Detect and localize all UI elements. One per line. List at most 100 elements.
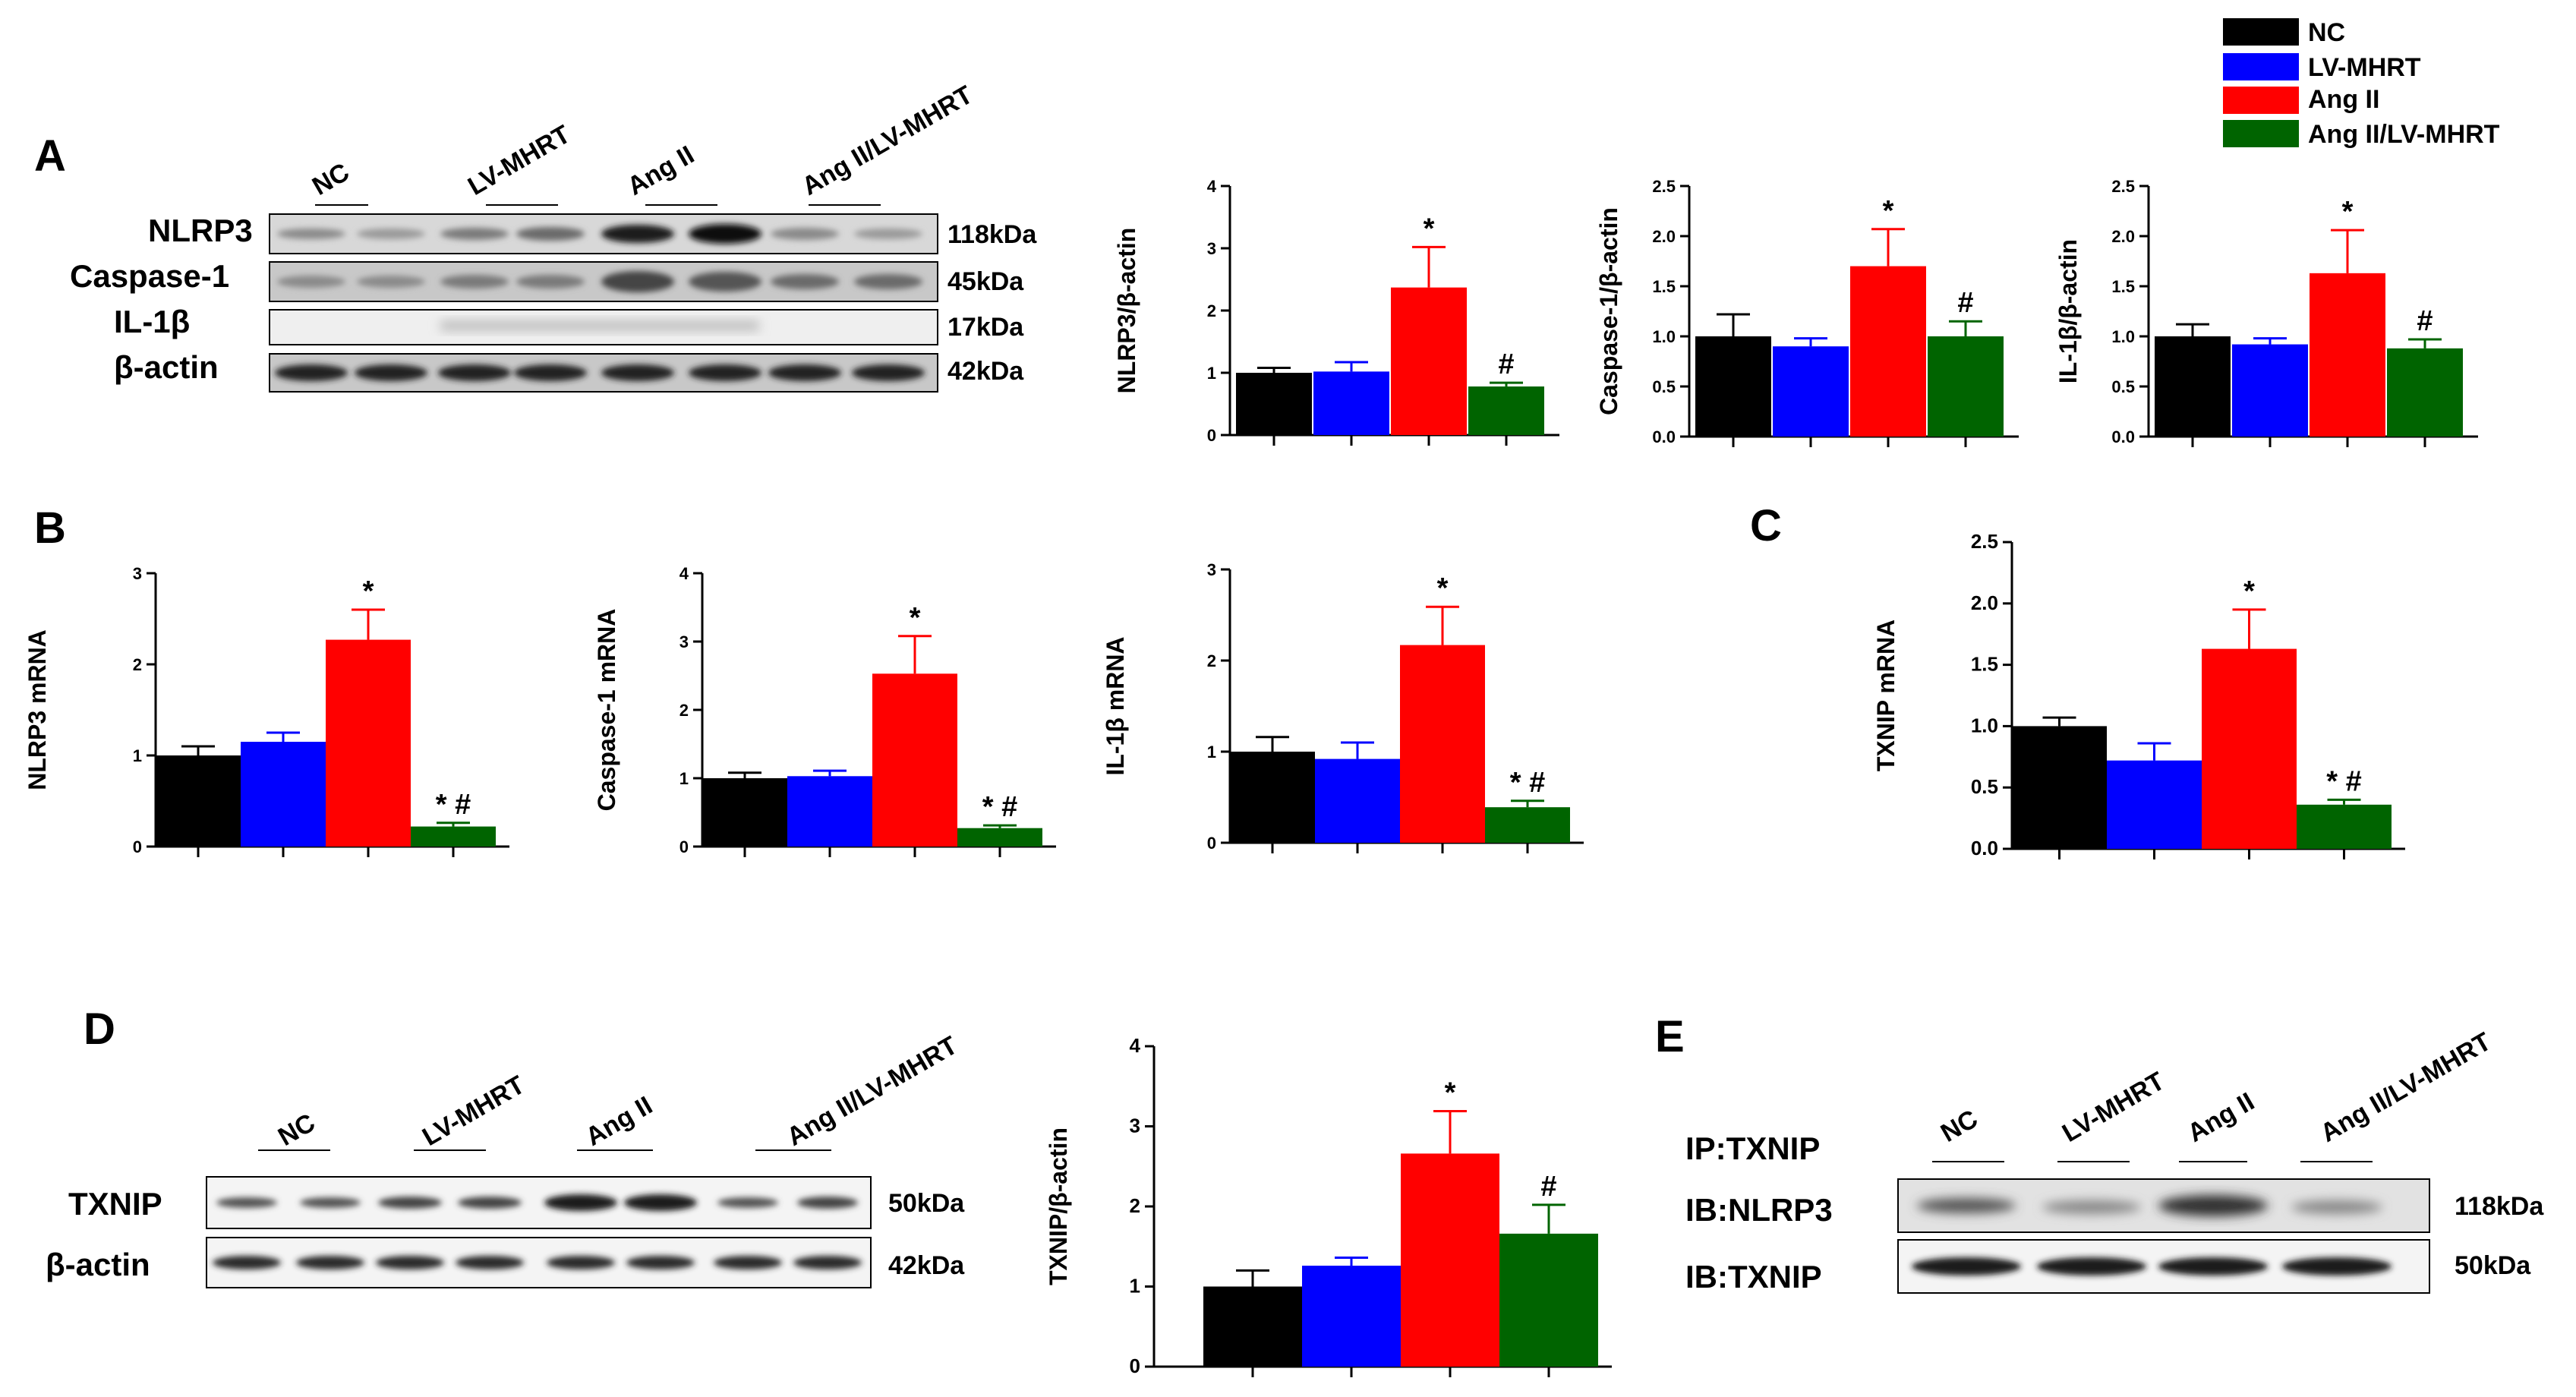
y-tick-label: 3: [679, 632, 689, 651]
bar-ang-ii-lv-mhrt: [1499, 1233, 1598, 1367]
y-tick-label: 0.0: [2111, 427, 2135, 446]
blot-a-lane-ang-ii-lv-mhrt: Ang II/LV-MHRT: [797, 80, 978, 201]
significance-label: *: [1883, 195, 1894, 227]
blot-e-kda-txnip: 50kDa: [2455, 1251, 2531, 1280]
y-tick-label: 0.0: [1652, 427, 1676, 446]
blot-e-row-label-ib-nlrp3: IB:NLRP3: [1685, 1192, 1833, 1228]
y-tick-label: 1.5: [1971, 653, 1998, 676]
y-tick-label: 4: [1207, 177, 1217, 196]
significance-label: #: [1957, 287, 1973, 319]
bar-nc: [1695, 336, 1771, 437]
bar-lv-mhrt: [2232, 344, 2308, 437]
chart-caspase-1-mrna: 0 1 2 3 4 Caspase-1 mRNA * * #: [593, 564, 1056, 857]
y-tick-label: 2: [1207, 301, 1216, 320]
y-tick-label: 2: [1207, 651, 1216, 670]
chart-txnip-b-actin: 0 1 2 3 4 TXNIP/β-actin * #: [1045, 1034, 1612, 1377]
y-tick-label: 1.0: [2111, 327, 2135, 346]
y-tick-label: 1.0: [1652, 327, 1676, 346]
y-tick-label: 2: [679, 701, 689, 720]
blot-a-lane-ang-ii: Ang II: [623, 140, 699, 201]
chart-il-1b-b-actin: 0.0 0.5 1.0 1.5 2.0 2.5 IL-1β/β-actin * #: [2054, 177, 2478, 447]
y-tick-label: 0.5: [1971, 775, 1998, 798]
bar-lv-mhrt: [1315, 758, 1400, 843]
bar-ang-ii-lv-mhrt: [1485, 807, 1570, 843]
bar-lv-mhrt: [241, 742, 326, 847]
y-tick-label: 3: [1130, 1115, 1140, 1137]
blot-e-header: IP:TXNIP: [1685, 1131, 1820, 1166]
bar-lv-mhrt: [1313, 371, 1389, 435]
significance-label: *: [2342, 196, 2354, 228]
y-tick-label: 1.5: [2111, 277, 2135, 296]
legend-swatch-ang-ii: [2223, 87, 2299, 114]
bar-ang-ii: [1401, 1153, 1499, 1367]
y-axis-title: NLRP3/β-actin: [1113, 228, 1140, 394]
blot-d-lane-ang-ii: Ang II: [581, 1091, 657, 1152]
bar-lv-mhrt: [787, 776, 872, 847]
bar-nc: [156, 755, 241, 847]
y-tick-label: 3: [1207, 239, 1216, 258]
bar-ang-ii: [872, 673, 957, 847]
legend-label-lv-mhrt: LV-MHRT: [2308, 53, 2421, 82]
y-tick-label: 2: [133, 655, 142, 674]
y-tick-label: 2.0: [1971, 591, 1998, 614]
blot-d-kda-b-actin: 42kDa: [888, 1251, 965, 1280]
bar-nc: [1230, 752, 1315, 843]
y-axis-title: Caspase-1 mRNA: [593, 609, 620, 812]
bar-ang-ii: [326, 639, 411, 847]
blot-a-kda-b-actin: 42kDa: [947, 357, 1024, 386]
blot-a-strip-il-1b: [269, 309, 938, 345]
blot-a-row-label-caspase-1: Caspase-1: [70, 258, 229, 294]
blot-d-lane-ang-ii-lv-mhrt: Ang II/LV-MHRT: [782, 1031, 963, 1152]
bar-ang-ii-lv-mhrt: [1928, 336, 2004, 437]
blot-d: NC LV-MHRT Ang II Ang II/LV-MHRT TXNIP β…: [46, 1031, 965, 1288]
blot-a-row-label-nlrp3: NLRP3: [148, 213, 253, 248]
legend-swatch-nc: [2223, 18, 2299, 46]
y-tick-label: 2.0: [2111, 227, 2135, 246]
y-tick-label: 0: [1130, 1354, 1140, 1377]
significance-label: *: [1445, 1077, 1456, 1108]
blot-e-kda-nlrp3: 118kDa: [2455, 1192, 2544, 1221]
significance-label: *: [1437, 572, 1449, 604]
blot-a-row-label-il-1b: IL-1β: [114, 304, 190, 339]
blot-a-lane-lv-mhrt: LV-MHRT: [463, 120, 575, 201]
blot-e-row-label-ib-txnip: IB:TXNIP: [1685, 1259, 1822, 1295]
legend-label-ang-ii-lv-mhrt: Ang II/LV-MHRT: [2308, 120, 2500, 149]
blot-e-lane-ang-ii: Ang II: [2183, 1087, 2259, 1148]
y-axis-title: NLRP3 mRNA: [24, 629, 51, 790]
legend-swatch-ang-ii-lv-mhrt: [2223, 120, 2299, 147]
y-tick-label: 3: [1207, 560, 1216, 579]
blot-e: NC LV-MHRT Ang II Ang II/LV-MHRT IP:TXNI…: [1685, 1027, 2544, 1295]
y-tick-label: 3: [133, 564, 142, 583]
blot-d-row-label-txnip: TXNIP: [68, 1186, 162, 1222]
bar-lv-mhrt: [2107, 760, 2202, 849]
bar-nc: [702, 778, 787, 847]
chart-nlrp3-b-actin: 0 1 2 3 4 NLRP3/β-actin * #: [1113, 177, 1559, 446]
y-tick-label: 1.0: [1971, 714, 1998, 736]
blot-a-kda-nlrp3: 118kDa: [947, 220, 1037, 249]
chart-txnip-mrna: 0.0 0.5 1.0 1.5 2.0 2.5 TXNIP mRNA * * #: [1872, 530, 2405, 859]
blot-e-lane-nc: NC: [1936, 1104, 1983, 1147]
bar-lv-mhrt: [1302, 1266, 1401, 1367]
y-tick-label: 1: [133, 746, 142, 765]
legend-label-nc: NC: [2308, 18, 2345, 47]
y-tick-label: 4: [679, 564, 689, 583]
bar-ang-ii-lv-mhrt: [1468, 386, 1544, 435]
bar-ang-ii-lv-mhrt: [957, 828, 1042, 847]
bar-lv-mhrt: [1773, 346, 1849, 437]
legend-label-ang-ii: Ang II: [2308, 85, 2379, 114]
bar-ang-ii-lv-mhrt: [2387, 348, 2463, 437]
blot-d-lane-lv-mhrt: LV-MHRT: [418, 1071, 530, 1152]
y-tick-label: 1: [1130, 1275, 1140, 1298]
significance-label: #: [2417, 305, 2433, 337]
panel-label-b: B: [34, 503, 66, 553]
blot-a-row-label-b-actin: β-actin: [114, 349, 219, 385]
y-tick-label: 2.0: [1652, 227, 1676, 246]
y-tick-label: 2.5: [1971, 530, 1998, 553]
y-tick-label: 0: [1207, 834, 1216, 853]
bar-nc: [1203, 1286, 1302, 1367]
blot-d-kda-txnip: 50kDa: [888, 1189, 965, 1218]
blot-a-lane-nc: NC: [307, 157, 355, 200]
y-axis-title: TXNIP mRNA: [1872, 620, 1900, 771]
blot-a-kda-il-1b: 17kDa: [947, 313, 1024, 342]
